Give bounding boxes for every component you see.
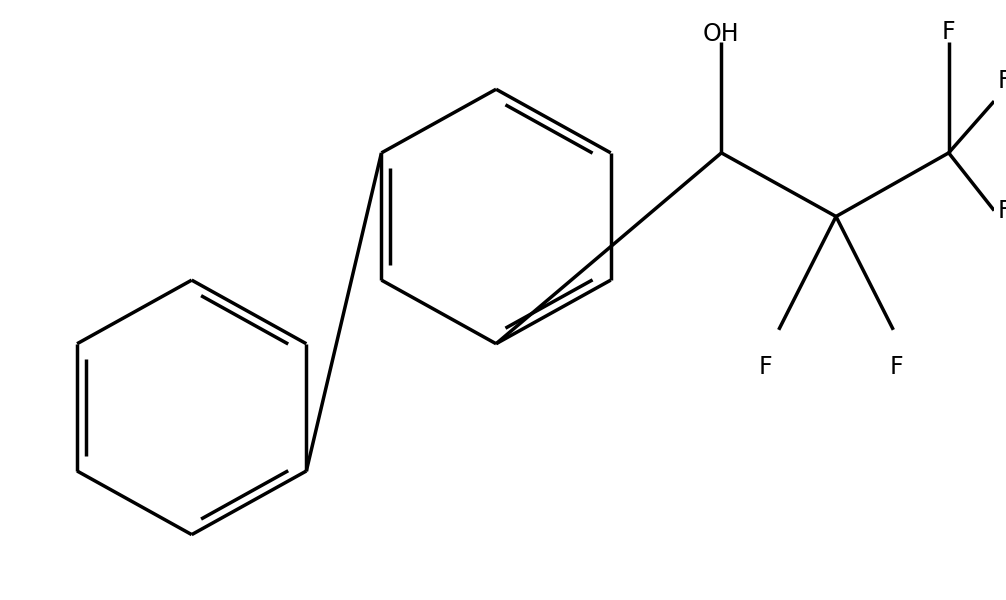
Text: F: F — [998, 199, 1006, 223]
Text: F: F — [942, 20, 956, 44]
Text: F: F — [998, 69, 1006, 93]
Text: F: F — [760, 355, 773, 379]
Text: F: F — [889, 355, 903, 379]
Text: OH: OH — [703, 22, 739, 46]
